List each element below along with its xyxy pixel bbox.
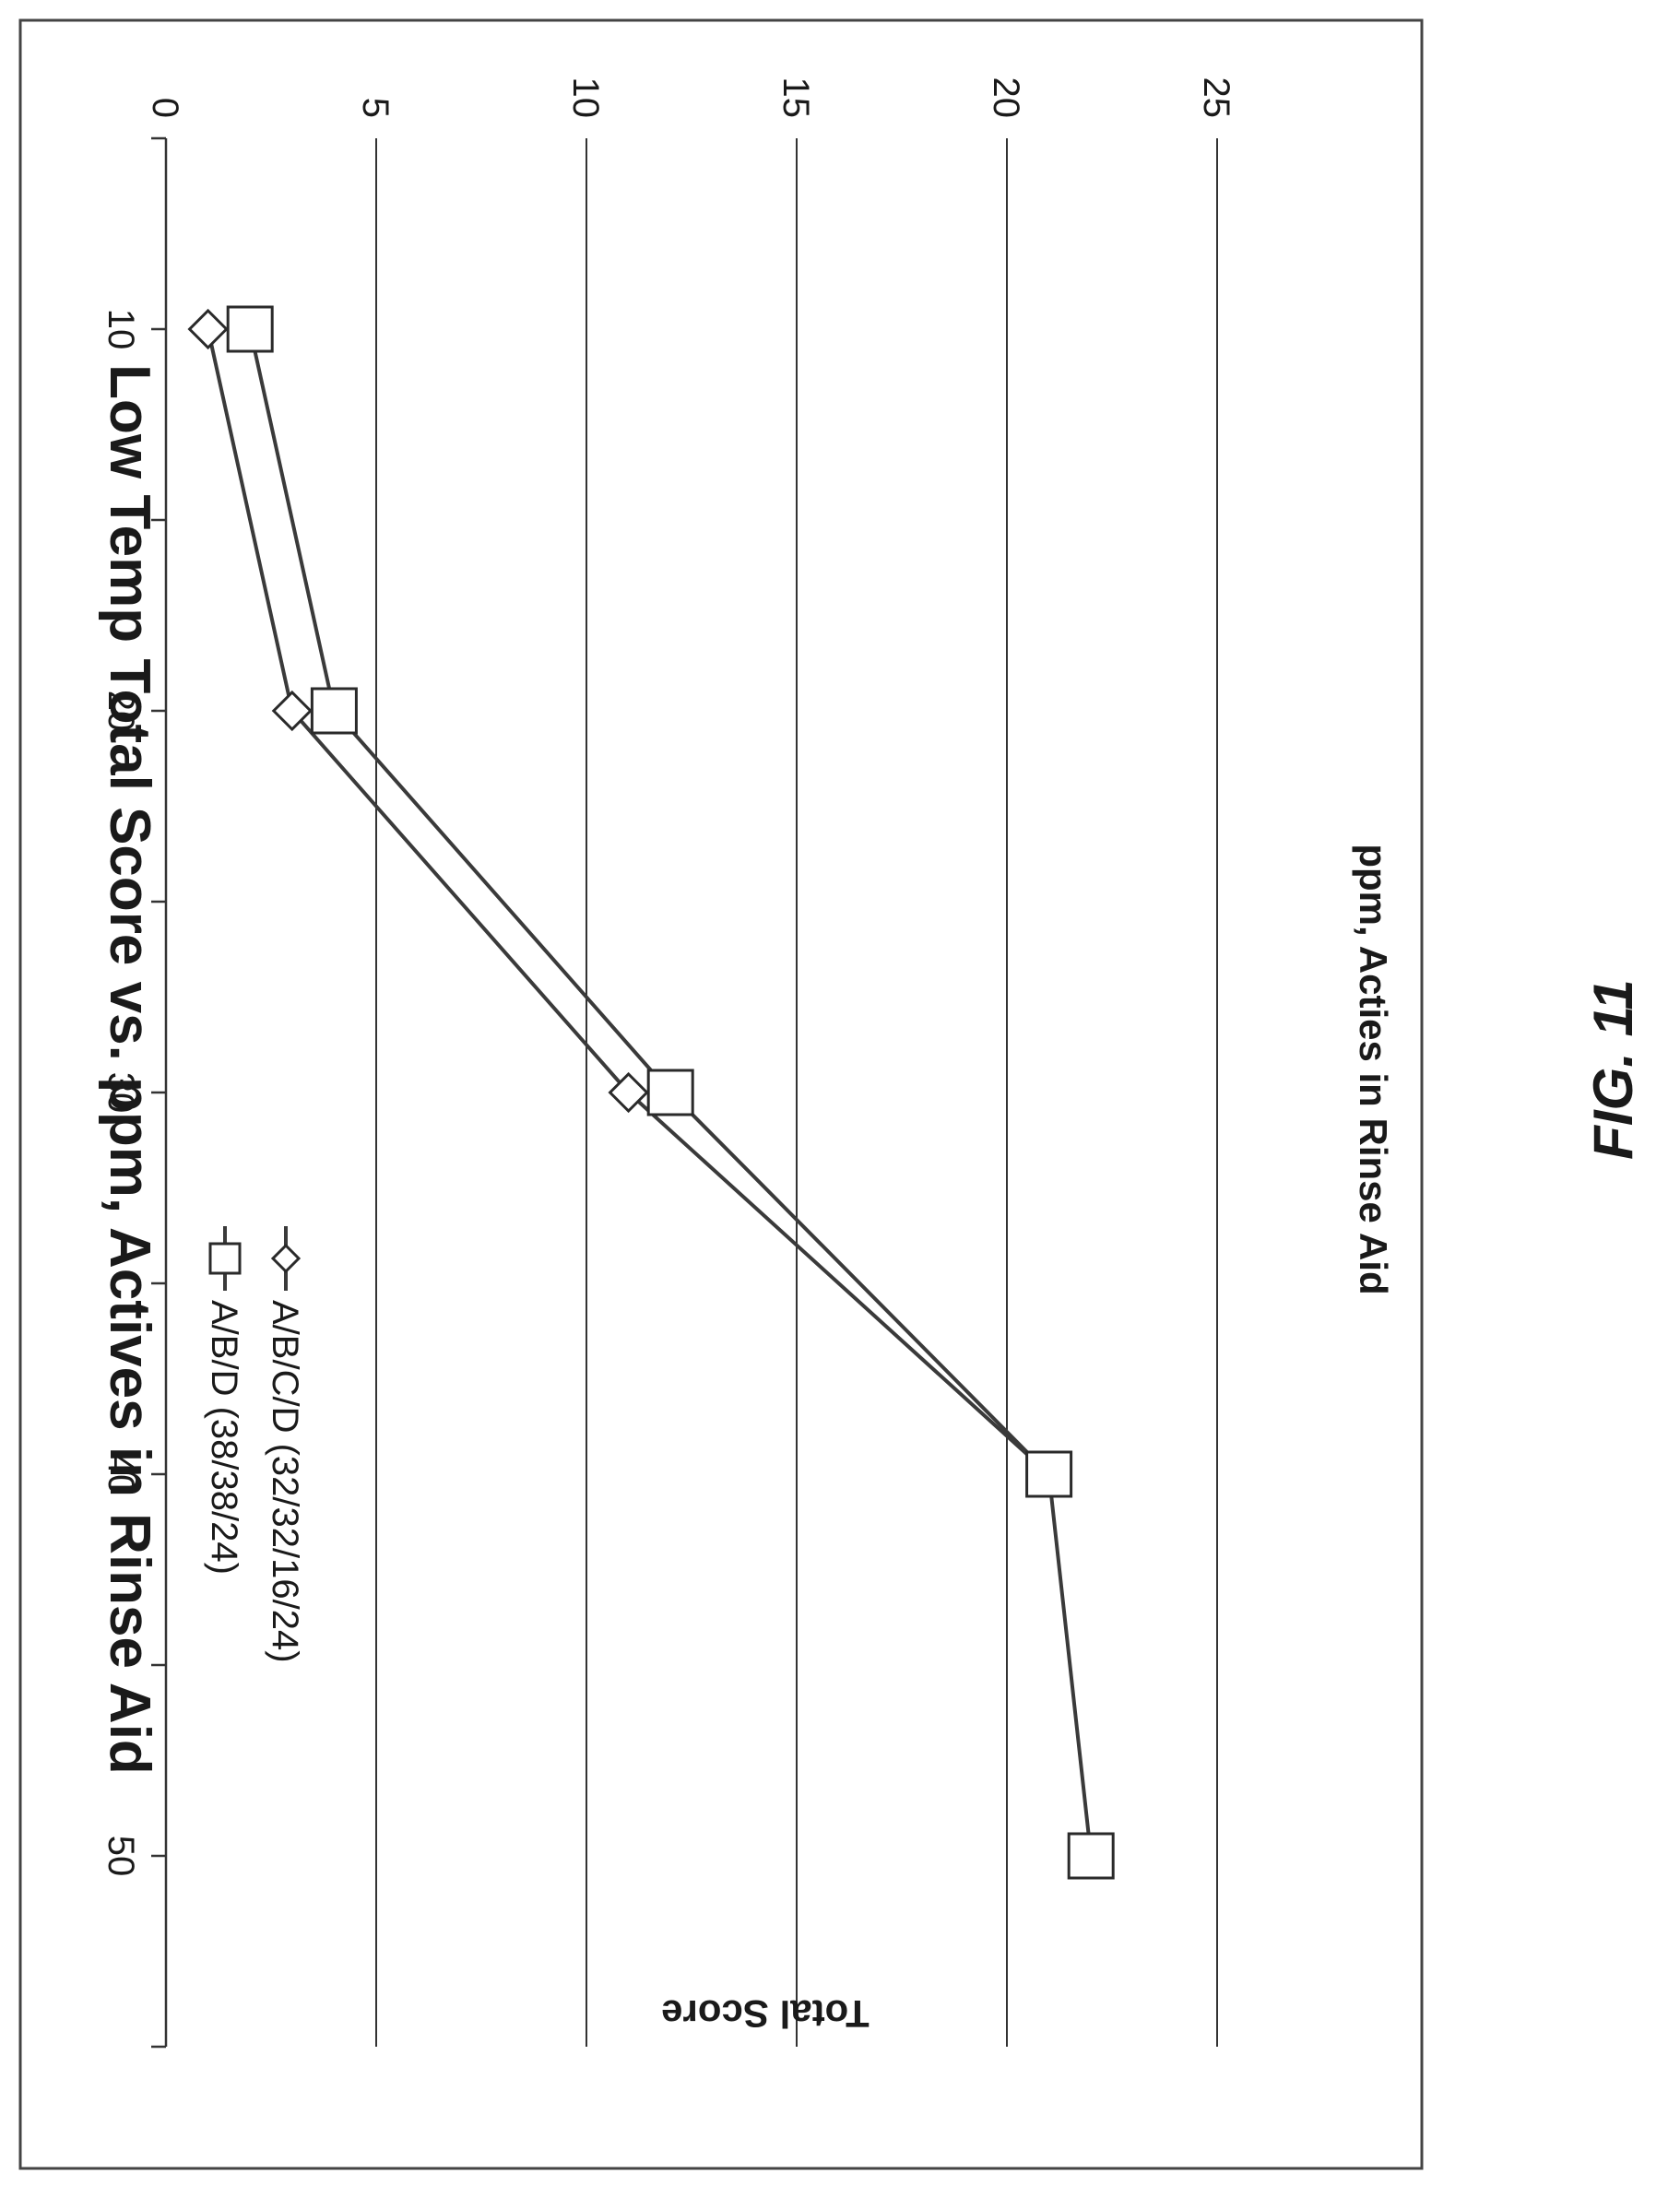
x-tick-label: 50 (101, 1836, 141, 1877)
figure-caption: FIG. 11 (1582, 979, 1644, 1160)
legend-entry-label: A/B/D (38/38/24) (204, 1300, 244, 1575)
data-point-square (226, 305, 274, 353)
legend-marker-square (208, 1242, 242, 1275)
y-tick-labels: 0 5 10 15 20 25 (145, 77, 1236, 119)
x-tick-label: 10 (101, 309, 141, 350)
rotated-chart: Low Temp Total Score vs. ppm, Actives in… (98, 77, 1395, 2049)
x-tick-label: 30 (101, 1072, 141, 1114)
data-point-square (1025, 1450, 1073, 1498)
legend-marker-diamond (270, 1243, 302, 1274)
x-axis-label: ppm, Acties in Rinse Aid (1352, 844, 1395, 1294)
x-tick-label: 40 (101, 1454, 141, 1495)
x-tick-label: 20 (101, 691, 141, 732)
data-point-square (646, 1069, 694, 1116)
legend-entry-label: A/B/C/D (32/32/16/24) (265, 1300, 305, 1663)
y-tick-label: 25 (1196, 77, 1236, 119)
chart-title: Low Temp Total Score vs. ppm, Actives in… (98, 364, 161, 1775)
y-tick-label: 5 (355, 98, 396, 118)
series-line-1 (206, 328, 1050, 1476)
data-point-square (1067, 1832, 1115, 1880)
data-point-diamond (608, 1071, 649, 1114)
data-series (187, 305, 1115, 1880)
data-point-diamond (271, 690, 313, 732)
y-tick-label: 0 (145, 98, 185, 118)
data-point-square (310, 687, 358, 735)
y-tick-label: 15 (775, 77, 816, 119)
gridlines (375, 138, 1218, 2047)
legend: A/B/C/D (32/32/16/24) A/B/D (38/38/24) (204, 1226, 305, 1663)
x-tick-labels: 10 20 30 40 50 (101, 309, 141, 1877)
y-axis-label: Total Score (661, 1992, 870, 2036)
axes (151, 136, 168, 2049)
figure-border (18, 18, 1424, 2170)
y-tick-label: 10 (565, 77, 606, 119)
y-tick-label: 20 (986, 77, 1026, 119)
data-point-diamond (187, 308, 229, 350)
